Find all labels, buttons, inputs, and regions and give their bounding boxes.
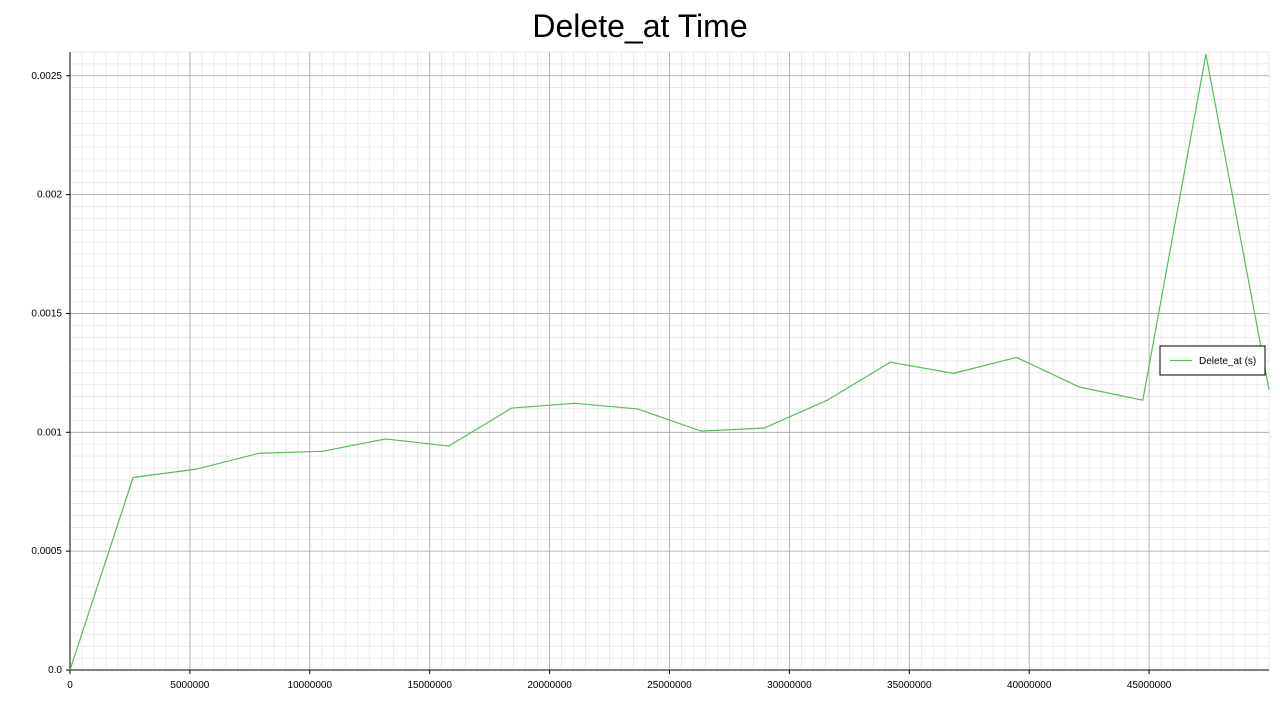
chart-title: Delete_at Time [532, 8, 748, 44]
x-tick-label: 45000000 [1127, 680, 1172, 691]
y-tick-label: 0.0025 [31, 71, 62, 82]
x-tick-label: 10000000 [288, 680, 333, 691]
x-tick-label: 0 [67, 680, 73, 691]
x-tick-label: 30000000 [767, 680, 812, 691]
y-tick-label: 0.001 [37, 427, 62, 438]
x-axis-tick-labels: 0 5000000 10000000 15000000 20000000 25000000… [67, 680, 1172, 691]
axes [66, 52, 1269, 674]
legend: Delete_at (s) [1159, 345, 1266, 376]
y-tick-label: 0.002 [37, 190, 62, 201]
major-grid [69, 52, 1269, 671]
x-tick-label: 40000000 [1007, 680, 1052, 691]
x-tick-label: 25000000 [647, 680, 692, 691]
y-tick-label: 0.0 [48, 665, 62, 676]
series-lines [69, 53, 1270, 671]
x-tick-label: 35000000 [887, 680, 932, 691]
y-tick-label: 0.0015 [31, 308, 62, 319]
series-line-0 [69, 53, 1270, 671]
x-tick-label: 5000000 [170, 680, 209, 691]
x-tick-label: 20000000 [527, 680, 572, 691]
y-axis-tick-labels: 0.0 0.0005 0.001 0.0015 0.002 0.0025 [31, 71, 62, 676]
x-tick-label: 15000000 [407, 680, 452, 691]
y-tick-label: 0.0005 [31, 546, 62, 557]
legend-label: Delete_at (s) [1199, 356, 1256, 367]
